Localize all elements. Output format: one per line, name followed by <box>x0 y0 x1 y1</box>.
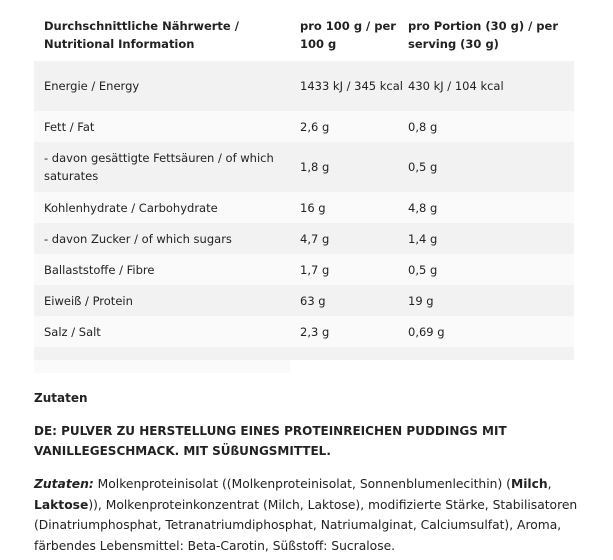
nutrient-name: Kohlenhydrate / Carbohydrate <box>44 200 218 215</box>
value-per-100g: 1433 kJ / 345 kcal <box>300 79 403 93</box>
table-row: - davon Zucker / of which sugars 4,7 g 1… <box>34 223 574 254</box>
header-per-serving: pro Portion (30 g) / per serving (30 g) <box>408 19 558 51</box>
table-row: Eiweiß / Protein 63 g 19 g <box>34 285 574 316</box>
table-row: Fett / Fat 2,6 g 0,8 g <box>34 111 574 142</box>
value-per-100g: 4,7 g <box>300 231 330 246</box>
value-per-serving: 1,4 g <box>408 231 438 246</box>
value-per-100g: 16 g <box>300 200 326 215</box>
value-per-serving: 0,8 g <box>408 119 438 134</box>
header-per-100g: pro 100 g / per 100 g <box>300 19 396 51</box>
product-description: DE: PULVER ZU HERSTELLUNG EINES PROTEINR… <box>34 424 507 458</box>
value-per-100g: 1,8 g <box>300 160 330 174</box>
ingredients-list: Zutaten: Molkenproteinisolat ((Molkenpro… <box>34 474 594 556</box>
value-per-serving: 4,8 g <box>408 200 438 215</box>
ingredients-text: Molkenproteinisolat ((Molkenproteinisola… <box>93 477 511 491</box>
nutrient-name: Salz / Salt <box>44 324 101 339</box>
ingredients-text: , <box>547 477 552 491</box>
nutrient-name: - davon gesättigte Fettsäuren / of which… <box>44 151 274 183</box>
table-header: Durchschnittliche Nährwerte / Nutritiona… <box>34 0 574 61</box>
header-nutrient: Durchschnittliche Nährwerte / Nutritiona… <box>44 19 239 51</box>
value-per-100g: 2,3 g <box>300 324 330 339</box>
table-row: - davon gesättigte Fettsäuren / of which… <box>34 142 574 192</box>
ingredients-label: Zutaten: <box>34 477 94 491</box>
empty-row <box>34 347 574 360</box>
table-row: Kohlenhydrate / Carbohydrate 16 g 4,8 g <box>34 192 574 223</box>
value-per-serving: 19 g <box>408 293 434 308</box>
empty-row-fragment <box>34 360 290 373</box>
ingredients-text: )), Molkenproteinkonzentrat (Milch, Lakt… <box>34 497 578 553</box>
nutrition-table: Durchschnittliche Nährwerte / Nutritiona… <box>34 0 574 360</box>
value-per-serving: 0,5 g <box>408 160 438 174</box>
nutrient-name: Eiweiß / Protein <box>44 293 133 308</box>
value-per-100g: 63 g <box>300 293 326 308</box>
nutrient-name: Energie / Energy <box>44 79 140 93</box>
nutrient-name: - davon Zucker / of which sugars <box>44 231 232 246</box>
value-per-serving: 0,5 g <box>408 262 438 277</box>
allergen-lactose: Laktose <box>34 497 89 512</box>
value-per-serving: 0,69 g <box>408 324 445 339</box>
nutrient-name: Ballaststoffe / Fibre <box>44 262 155 277</box>
ingredients-heading: Zutaten <box>34 391 88 405</box>
value-per-100g: 2,6 g <box>300 119 330 134</box>
allergen-milk: Milch <box>510 477 548 491</box>
value-per-serving: 430 kJ / 104 kcal <box>408 79 504 93</box>
table-row: Ballaststoffe / Fibre 1,7 g 0,5 g <box>34 254 574 285</box>
table-row: Salz / Salt 2,3 g 0,69 g <box>34 316 574 347</box>
table-row: Energie / Energy 1433 kJ / 345 kcal 430 … <box>34 61 574 111</box>
value-per-100g: 1,7 g <box>300 262 330 277</box>
nutrient-name: Fett / Fat <box>44 119 95 134</box>
